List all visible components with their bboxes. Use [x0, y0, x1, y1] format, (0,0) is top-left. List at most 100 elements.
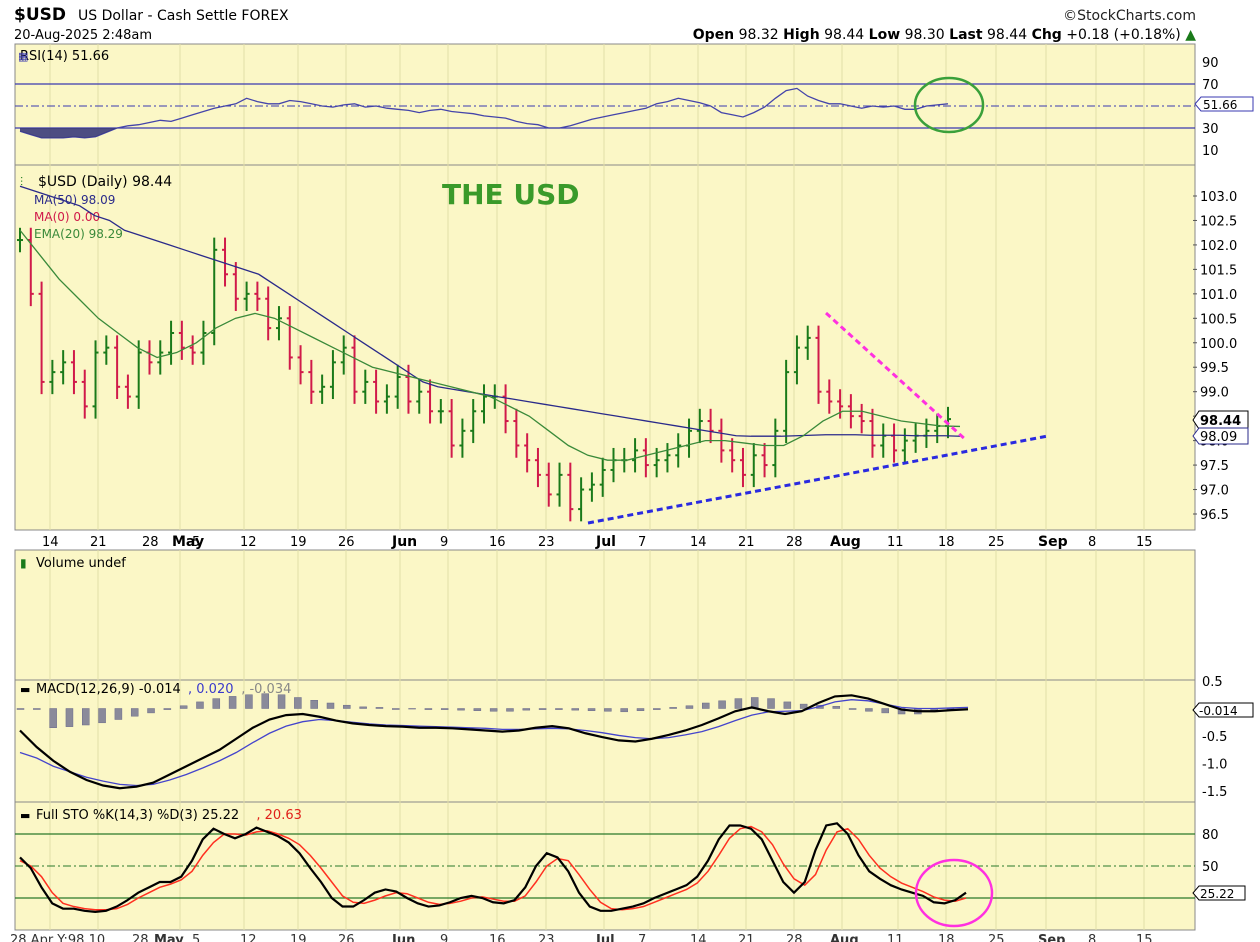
- macd-legend-item: , -0.034: [241, 682, 291, 697]
- sto-legend-k: Full STO %K(14,3) %D(3) 25.22: [36, 808, 239, 823]
- bottom-x-tick-label: Sep: [1038, 933, 1066, 942]
- rsi-oversold-fill: [20, 128, 948, 138]
- macd-histogram-bar: [16, 708, 25, 710]
- bottom-x-tick-label: 16: [489, 933, 506, 942]
- bottom-x-tick-label: 26: [338, 933, 355, 942]
- x-tick-label: 19: [290, 535, 307, 550]
- symbol-description: US Dollar - Cash Settle FOREX: [78, 8, 289, 24]
- macd-histogram-bar: [832, 706, 841, 709]
- macd-tick-label: -1.0: [1202, 758, 1227, 773]
- open-label: Open: [692, 27, 735, 43]
- macd-line: [19, 694, 969, 790]
- sto-last-value-box: [1192, 885, 1246, 901]
- x-tick-label: 14: [42, 535, 59, 550]
- x-tick-label: 21: [90, 535, 107, 550]
- x-tick-label: 8: [1088, 535, 1096, 550]
- chart-datetime: 20-Aug-2025 2:48am: [14, 28, 153, 43]
- sto-indicator-icon: ▬: [20, 809, 30, 822]
- rsi-plot: [15, 76, 1195, 139]
- rsi-last-value-box: [1194, 96, 1254, 112]
- chg-label: Chg: [1031, 27, 1062, 43]
- ohlc-readout: Open 98.32 High 98.44 Low 98.30 Last 98.…: [693, 27, 1196, 43]
- rsi-tick-label: 70: [1202, 78, 1219, 93]
- macd-histogram-bar: [147, 708, 155, 714]
- macd-histogram-bar: [718, 700, 726, 709]
- macd-histogram-bar: [767, 698, 775, 709]
- macd-histogram-bar: [65, 708, 74, 727]
- macd-y-axis: 0.5 -0.5 -1.0 -1.5 -0.014: [1192, 675, 1254, 800]
- volume-legend: Volume undef: [36, 556, 126, 571]
- macd-histogram-bar: [163, 708, 172, 710]
- price-tick-label: 103.0: [1200, 190, 1237, 205]
- macd-histogram-bar: [294, 697, 302, 709]
- macd-histogram-bar: [212, 698, 221, 709]
- x-tick-label: May: [172, 534, 204, 550]
- bottom-x-axis: 28 Apr Y:98.10 28 May 5 12 19 26 Jun 9 16 23 Jul 7 14…: [10, 933, 1153, 942]
- falling-trendline: [824, 311, 968, 442]
- macd-histogram-bar: [848, 708, 857, 710]
- x-tick-label: 9: [440, 535, 448, 550]
- rsi-last-value: 51.66: [1203, 98, 1237, 112]
- bottom-x-tick-label: 28: [132, 933, 149, 942]
- price-tick-label: 100.0: [1200, 337, 1237, 352]
- x-tick-label: 23: [538, 535, 555, 550]
- macd-histogram-bar: [392, 708, 400, 710]
- macd-histogram-bar: [228, 696, 237, 709]
- open-value: 98.32: [738, 27, 779, 43]
- price-tick-label: 100.5: [1200, 312, 1237, 327]
- bottom-x-tick-label: 15: [1136, 933, 1153, 942]
- macd-legend-item: , 0.020: [188, 682, 233, 697]
- macd-histogram-bar: [653, 708, 661, 710]
- bottom-x-tick-label: 5: [192, 933, 200, 942]
- x-tick-label: 16: [489, 535, 506, 550]
- macd-histogram-bar: [636, 708, 645, 711]
- source-credit[interactable]: ©StockCharts.com: [1063, 8, 1196, 24]
- rsi-highlight-circle: [913, 76, 985, 134]
- macd-histogram-bar: [326, 702, 335, 709]
- macd-histogram-bar: [587, 708, 596, 711]
- ema20-line: [19, 229, 961, 461]
- macd-histogram-bar: [343, 704, 351, 709]
- macd-histogram-bar: [473, 708, 482, 711]
- macd-plot: [16, 693, 969, 790]
- macd-histogram-bar: [424, 708, 433, 710]
- x-tick-label: Jun: [391, 534, 417, 550]
- macd-tick-label: -1.5: [1202, 785, 1227, 800]
- macd-histogram-bar: [604, 708, 612, 712]
- price-legend-item: $USD (Daily) 98.44: [38, 174, 172, 190]
- macd-tick-label: -0.5: [1202, 730, 1227, 745]
- last-value: 98.44: [987, 27, 1028, 43]
- low-value: 98.30: [904, 27, 945, 43]
- sto-legend-d: , 20.63: [256, 808, 301, 823]
- high-value: 98.44: [824, 27, 865, 43]
- macd-histogram-bar: [783, 701, 792, 709]
- stochastic-y-axis: 80 50 25.22: [1192, 828, 1246, 901]
- high-label: High: [783, 27, 820, 43]
- sto-k-line: [19, 822, 967, 913]
- annotation-title: THE USD: [442, 178, 580, 211]
- bottom-x-tick-label: 19: [290, 933, 307, 942]
- macd-histogram-bar: [440, 708, 449, 710]
- x-tick-label: 26: [338, 535, 355, 550]
- macd-panel: [14, 679, 1196, 803]
- ma50-value: 98.09: [1200, 430, 1237, 445]
- stochastic-legend: Full STO %K(14,3) %D(3) 25.22 , 20.63 ▬: [20, 808, 302, 823]
- last-label: Last: [949, 27, 983, 43]
- bottom-x-tick-label: 8: [1088, 933, 1096, 942]
- rsi-panel: [14, 43, 1196, 166]
- price-y-axis: 103.0 102.5 102.0 101.5 101.0 100.5 100.0 99.5 9…: [1192, 190, 1249, 523]
- sto-last-value: 25.22: [1200, 887, 1234, 901]
- macd-histogram-bar: [130, 708, 139, 717]
- macd-tick-label: 0.5: [1202, 675, 1223, 690]
- sto-tick-label: 80: [1202, 828, 1219, 843]
- x-tick-label: 11: [887, 535, 904, 550]
- x-tick-label: 12: [240, 535, 257, 550]
- macd-histogram-bar: [375, 707, 384, 709]
- bottom-x-tick-label: 23: [538, 933, 555, 942]
- rsi-tick-label: 10: [1202, 144, 1219, 159]
- price-plot: [17, 185, 1049, 525]
- price-tick-label: 102.5: [1200, 214, 1237, 229]
- bottom-x-tick-label: 25: [988, 933, 1005, 942]
